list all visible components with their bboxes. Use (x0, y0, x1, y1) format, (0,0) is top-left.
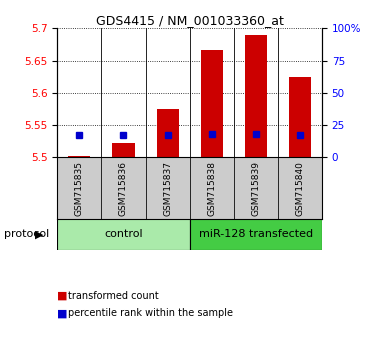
Bar (57, 219, 189, 250)
Text: GSM715836: GSM715836 (119, 161, 128, 216)
Text: percentile rank within the sample: percentile rank within the sample (68, 308, 233, 318)
Text: ■: ■ (57, 308, 68, 318)
Text: ▶: ▶ (35, 229, 44, 239)
Bar (289, 77, 311, 158)
Bar (145, 158, 189, 219)
Text: GSM715840: GSM715840 (295, 161, 305, 216)
Bar (278, 158, 322, 219)
Bar (189, 158, 234, 219)
Bar (68, 156, 90, 158)
Bar (234, 158, 278, 219)
Bar (57, 158, 101, 219)
Text: miR-128 transfected: miR-128 transfected (199, 229, 313, 239)
Text: GSM715837: GSM715837 (163, 161, 172, 216)
Text: GSM715839: GSM715839 (251, 161, 260, 216)
Bar (189, 219, 322, 250)
Bar (112, 143, 135, 158)
Bar (157, 109, 179, 158)
Bar (245, 35, 267, 158)
Title: GDS4415 / NM_001033360_at: GDS4415 / NM_001033360_at (96, 14, 283, 27)
Bar (101, 158, 145, 219)
Bar (201, 50, 223, 158)
Text: protocol: protocol (4, 229, 49, 239)
Text: control: control (104, 229, 143, 239)
Text: GSM715835: GSM715835 (75, 161, 84, 216)
Text: transformed count: transformed count (68, 291, 159, 301)
Text: GSM715838: GSM715838 (207, 161, 216, 216)
Text: ■: ■ (57, 291, 68, 301)
